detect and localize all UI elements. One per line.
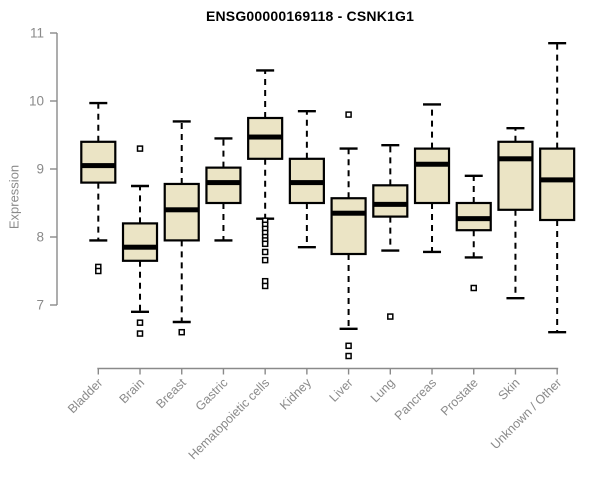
box-group-prostate	[455, 174, 492, 292]
box-group-skin	[497, 126, 534, 300]
x-tick-label-hematopoietic-cells: Hematopoietic cells	[186, 376, 273, 463]
outlier-point	[345, 352, 352, 360]
outlier-point	[345, 342, 352, 350]
outlier-point	[136, 330, 144, 337]
median-line	[81, 163, 116, 169]
box-group-gastric	[205, 137, 242, 242]
iqr-box	[80, 140, 117, 184]
x-tick-label-lung: Lung	[368, 376, 398, 406]
x-tick-label-prostate: Prostate	[438, 376, 481, 419]
iqr-box	[413, 147, 451, 205]
iqr-box	[539, 147, 576, 222]
y-tick-label: 11	[30, 26, 44, 41]
iqr-box	[121, 222, 159, 262]
median-line	[123, 244, 158, 250]
iqr-box	[372, 184, 409, 218]
median-line	[373, 201, 408, 207]
box-group-hematopoietic-cells	[247, 69, 284, 290]
outlier-point	[470, 284, 477, 292]
outlier-point	[345, 111, 352, 118]
median-line	[248, 134, 283, 140]
y-tick-label: 8	[36, 230, 44, 245]
median-line	[331, 210, 366, 216]
median-line	[289, 180, 324, 186]
median-line	[498, 156, 533, 162]
x-tick-label-bladder: Bladder	[65, 376, 105, 416]
median-line	[456, 216, 491, 222]
median-line	[164, 207, 199, 213]
box-group-lung	[372, 143, 409, 320]
x-tick-label-kidney: Kidney	[277, 375, 314, 412]
y-tick-label: 7	[36, 298, 44, 313]
outlier-point	[136, 145, 144, 152]
x-tick-label-unknown-other: Unknown / Other	[488, 376, 564, 452]
outlier-point	[261, 282, 269, 290]
outlier-point	[95, 267, 102, 275]
outlier-point	[261, 248, 269, 256]
outlier-point	[387, 313, 394, 320]
x-tick-label-skin: Skin	[495, 376, 522, 403]
box-group-breast	[163, 120, 200, 336]
median-line	[540, 177, 575, 183]
x-tick-label-brain: Brain	[117, 376, 148, 407]
y-tick-label: 9	[36, 162, 44, 177]
outlier-point	[136, 319, 144, 326]
y-axis: 7 8 9 10 11	[29, 26, 58, 313]
iqr-box	[205, 166, 242, 205]
x-tick-label-gastric: Gastric	[193, 376, 231, 414]
box-group-unknown-other	[539, 42, 576, 334]
box-group-kidney	[288, 109, 325, 249]
outlier-point	[261, 240, 269, 248]
box-group-pancreas	[413, 103, 451, 254]
x-tick-label-breast: Breast	[153, 375, 189, 411]
median-line	[206, 180, 241, 186]
box-group-bladder	[80, 101, 117, 275]
outlier-point	[261, 256, 269, 264]
x-tick-label-pancreas: Pancreas	[392, 376, 439, 423]
box-group-liver	[330, 111, 367, 360]
iqr-box	[330, 197, 367, 256]
chart-title: ENSG00000169118 - CSNK1G1	[205, 8, 415, 24]
outlier-point	[178, 328, 185, 336]
median-line	[415, 161, 450, 167]
x-tick-label-liver: Liver	[327, 376, 356, 405]
y-tick-label: 10	[29, 94, 44, 109]
box-group-brain	[121, 145, 159, 337]
iqr-box	[497, 140, 534, 211]
